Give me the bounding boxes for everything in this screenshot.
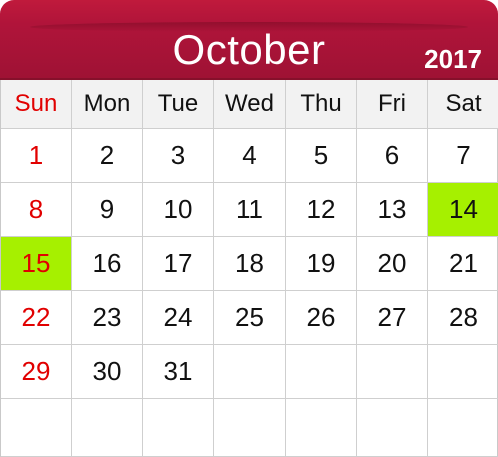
weekday-thu: Thu bbox=[286, 80, 357, 129]
day-cell[interactable]: 26 bbox=[286, 291, 357, 345]
empty-cell bbox=[72, 399, 143, 457]
day-cell[interactable]: 20 bbox=[357, 237, 428, 291]
empty-cell bbox=[357, 399, 428, 457]
day-cell[interactable]: 17 bbox=[143, 237, 214, 291]
day-cell[interactable]: 16 bbox=[72, 237, 143, 291]
day-cell[interactable]: 1 bbox=[1, 129, 72, 183]
day-cell[interactable]: 29 bbox=[1, 345, 72, 399]
empty-cell bbox=[428, 345, 498, 399]
day-cell[interactable]: 8 bbox=[1, 183, 72, 237]
weekday-sun: Sun bbox=[1, 80, 72, 129]
day-cell[interactable]: 6 bbox=[357, 129, 428, 183]
day-cell[interactable]: 9 bbox=[72, 183, 143, 237]
weekday-sat: Sat bbox=[428, 80, 498, 129]
weekday-fri: Fri bbox=[357, 80, 428, 129]
day-cell[interactable]: 21 bbox=[428, 237, 498, 291]
day-cell[interactable]: 11 bbox=[214, 183, 286, 237]
empty-cell bbox=[214, 345, 286, 399]
day-cell[interactable]: 3 bbox=[143, 129, 214, 183]
empty-cell bbox=[143, 399, 214, 457]
empty-cell bbox=[428, 399, 498, 457]
day-cell[interactable]: 5 bbox=[286, 129, 357, 183]
empty-cell bbox=[1, 399, 72, 457]
weekday-wed: Wed bbox=[214, 80, 286, 129]
day-cell[interactable]: 19 bbox=[286, 237, 357, 291]
weekday-mon: Mon bbox=[72, 80, 143, 129]
day-cell[interactable]: 18 bbox=[214, 237, 286, 291]
header-shine bbox=[30, 22, 468, 32]
day-cell[interactable]: 7 bbox=[428, 129, 498, 183]
day-cell[interactable]: 23 bbox=[72, 291, 143, 345]
day-cell[interactable]: 2 bbox=[72, 129, 143, 183]
day-cell[interactable]: 10 bbox=[143, 183, 214, 237]
weekday-tue: Tue bbox=[143, 80, 214, 129]
day-cell[interactable]: 4 bbox=[214, 129, 286, 183]
year-label: 2017 bbox=[424, 44, 482, 74]
month-title: October bbox=[172, 26, 326, 73]
day-cell[interactable]: 12 bbox=[286, 183, 357, 237]
day-cell[interactable]: 31 bbox=[143, 345, 214, 399]
day-cell[interactable]: 25 bbox=[214, 291, 286, 345]
day-cell[interactable]: 24 bbox=[143, 291, 214, 345]
day-cell[interactable]: 13 bbox=[357, 183, 428, 237]
empty-cell bbox=[286, 399, 357, 457]
empty-cell bbox=[357, 345, 428, 399]
empty-cell bbox=[286, 345, 357, 399]
day-cell-highlighted[interactable]: 14 bbox=[428, 183, 498, 237]
day-cell-highlighted[interactable]: 15 bbox=[1, 237, 72, 291]
calendar-grid: Sun Mon Tue Wed Thu Fri Sat 1 2 3 4 5 6 … bbox=[0, 80, 498, 457]
day-cell[interactable]: 30 bbox=[72, 345, 143, 399]
day-cell[interactable]: 22 bbox=[1, 291, 72, 345]
empty-cell bbox=[214, 399, 286, 457]
calendar-header: October 2017 bbox=[0, 0, 498, 80]
day-cell[interactable]: 28 bbox=[428, 291, 498, 345]
day-cell[interactable]: 27 bbox=[357, 291, 428, 345]
